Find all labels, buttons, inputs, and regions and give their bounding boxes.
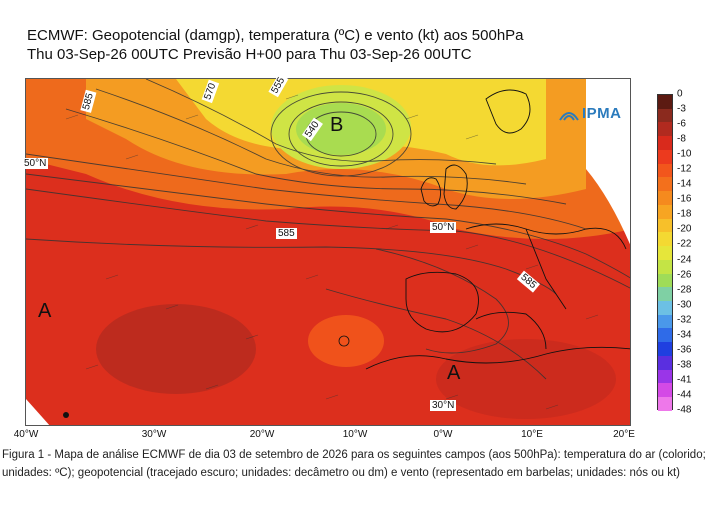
longitude-label: 30°W (141, 429, 167, 440)
colorbar-segment (658, 232, 672, 247)
colorbar-segment (658, 191, 672, 205)
latitude-label: 50°N (22, 158, 49, 169)
colorbar-segment (658, 136, 672, 150)
colorbar-tick-label: -26 (677, 269, 692, 281)
low-pressure-label: B (330, 114, 344, 136)
longitude-label: 20°W (249, 429, 275, 440)
colorbar-segment (658, 149, 672, 164)
colorbar-segment (658, 342, 672, 356)
colorbar-segment (658, 383, 672, 398)
colorbar-segment (658, 259, 672, 274)
colorbar-segment (658, 218, 672, 233)
colorbar-tick-label: -32 (677, 314, 692, 326)
colorbar-segment (658, 328, 672, 343)
colorbar-segment (658, 397, 672, 411)
colorbar-segment (658, 177, 672, 192)
colorbar-tick-label: -24 (677, 254, 692, 266)
weather-map (25, 78, 631, 426)
colorbar-tick-label: -14 (677, 178, 692, 190)
warm-patch-africa (436, 339, 616, 419)
high-pressure-label-atlantic: A (38, 300, 52, 322)
colorbar-tick-label: -48 (677, 404, 692, 416)
closed-contour-madeira (338, 335, 350, 347)
longitude-label: 10°W (342, 429, 368, 440)
coastlines (365, 89, 630, 370)
colorbar-tick-label: -41 (677, 374, 692, 386)
longitude-label: 20°E (613, 429, 635, 440)
longitude-label: 10°E (521, 429, 543, 440)
longitude-label: 0°W (433, 429, 453, 440)
title-line-1: ECMWF: Geopotencial (damgp), temperatura… (27, 27, 524, 44)
colorbar-tick-label: -20 (677, 223, 692, 235)
colorbar-segment (658, 95, 672, 109)
colorbar-segment (658, 369, 672, 384)
isoheight-label: 585 (276, 228, 297, 239)
latitude-label: 50°N (430, 222, 457, 233)
colorbar-tick-label: -22 (677, 238, 692, 250)
ipma-logo-icon (559, 112, 579, 121)
title-line-2: Thu 03-Sep-26 00UTC Previsão H+00 para T… (27, 46, 472, 63)
colorbar-tick-label: -34 (677, 329, 692, 341)
colorbar-tick-label: -12 (677, 163, 692, 175)
temperature-colorbar (657, 94, 673, 411)
figure-caption: Figura 1 - Mapa de análise ECMWF de dia … (2, 449, 706, 479)
colorbar-tick-label: -10 (677, 148, 692, 160)
colorbar-tick-label: -28 (677, 284, 692, 296)
colorbar-segment (658, 355, 672, 370)
latitude-label: 30°N (430, 400, 457, 411)
colorbar-segment (658, 273, 672, 288)
colorbar-segment (658, 122, 672, 137)
colorbar-tick-label: -36 (677, 344, 692, 356)
colorbar-tick-label: -44 (677, 389, 692, 401)
high-pressure-label-africa: A (447, 362, 461, 384)
map-domain-edge-southwest (26, 399, 50, 425)
colorbar-tick-label: -3 (677, 103, 686, 115)
geopotential-contours (26, 79, 630, 380)
colorbar-tick-label: -18 (677, 208, 692, 220)
warm-patch-atlantic (96, 304, 256, 394)
ipma-logo-text: IPMA (582, 104, 622, 122)
warm-patch-madeira (308, 315, 384, 367)
colorbar-tick-label: 0 (677, 88, 683, 100)
map-title: ECMWF: Geopotencial (damgp), temperatura… (27, 26, 524, 64)
longitude-label: 40°W (13, 429, 39, 440)
colorbar-segment (658, 314, 672, 329)
colorbar-tick-label: -16 (677, 193, 692, 205)
colorbar-tick-label: -38 (677, 359, 692, 371)
map-domain-edge-northeast (586, 79, 630, 245)
colorbar-segment (658, 108, 672, 123)
map-marker-dot (63, 412, 69, 418)
colorbar-tick-label: -30 (677, 299, 692, 311)
colorbar-segment (658, 301, 672, 315)
ipma-logo: IPMA (558, 100, 622, 126)
colorbar-segment (658, 287, 672, 302)
map-canvas (26, 79, 630, 425)
colorbar-tick-label: -6 (677, 118, 686, 130)
colorbar-tick-label: -8 (677, 133, 686, 145)
wind-barbs (65, 94, 599, 410)
colorbar-segment (658, 204, 672, 219)
temperature-cold-center (296, 103, 386, 155)
colorbar-segment (658, 163, 672, 178)
colorbar-segment (658, 246, 672, 260)
